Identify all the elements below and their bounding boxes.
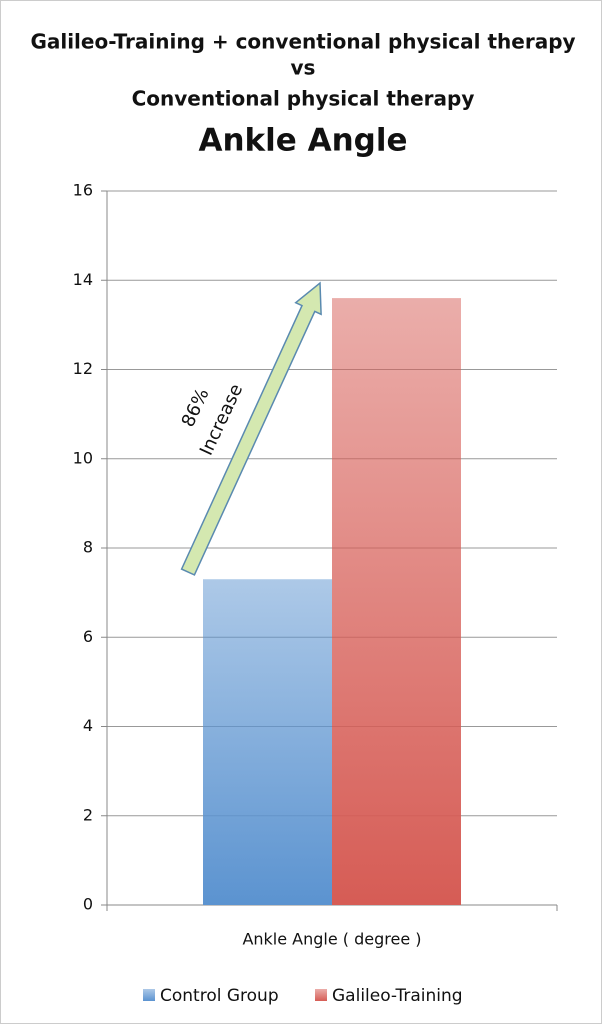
y-tick-label: 14: [73, 270, 93, 289]
bar: [203, 579, 332, 905]
subtitle: Conventional physical therapy: [132, 87, 475, 111]
subtitle: vs: [291, 56, 316, 80]
subtitle: Galileo-Training + conventional physical…: [30, 30, 575, 54]
y-tick-label: 2: [83, 805, 93, 824]
y-tick-label: 10: [73, 448, 93, 467]
legend-label: Galileo-Training: [332, 986, 463, 1006]
legend-swatch: [143, 989, 155, 1001]
increase-arrow: [180, 281, 322, 576]
y-tick-label: 12: [73, 359, 93, 378]
x-tick-label: Ankle Angle ( degree ): [242, 930, 421, 949]
y-tick-label: 16: [73, 181, 93, 200]
y-tick-label: 0: [83, 895, 93, 914]
legend-label: Control Group: [160, 986, 279, 1006]
y-tick-label: 4: [83, 716, 93, 735]
chart-title: Ankle Angle: [198, 123, 407, 159]
legend-swatch: [315, 989, 327, 1001]
y-tick-label: 8: [83, 538, 93, 557]
bar: [332, 298, 461, 906]
y-tick-label: 6: [83, 627, 93, 646]
